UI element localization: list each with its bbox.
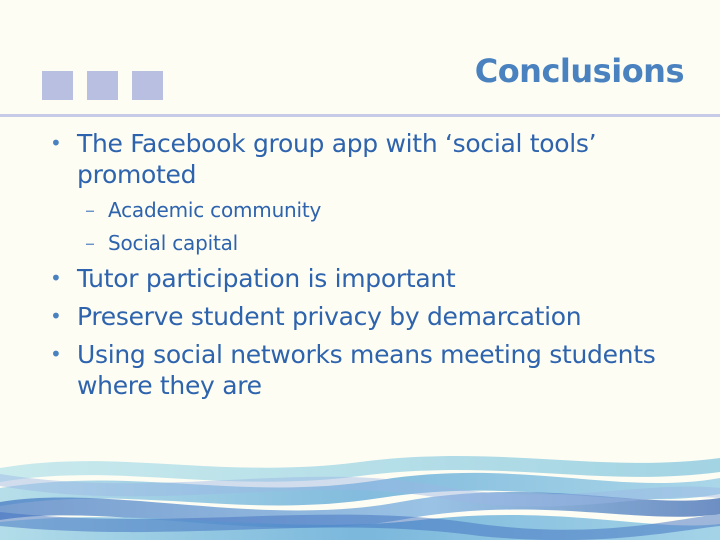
decor-square	[132, 71, 163, 100]
bullet-dot-icon: •	[50, 342, 62, 366]
bullet-list: • The Facebook group app with ‘social to…	[48, 128, 688, 408]
sub-bullet-text: Academic community	[108, 198, 322, 222]
dash-icon: –	[85, 198, 95, 222]
bullet-item: • The Facebook group app with ‘social to…	[48, 128, 688, 190]
wave-band	[0, 474, 720, 507]
sub-bullet-item: – Social capital	[48, 230, 688, 256]
wave-band	[0, 456, 720, 482]
sub-bullet-text: Social capital	[108, 231, 239, 255]
wave-band	[0, 512, 720, 540]
sub-bullet-list: – Academic community – Social capital	[48, 197, 688, 256]
bullet-item: • Preserve student privacy by demarcatio…	[48, 301, 688, 332]
sub-bullet-item: – Academic community	[48, 197, 688, 223]
bullet-text: Using social networks means meeting stud…	[77, 340, 656, 400]
bullet-text: The Facebook group app with ‘social tool…	[77, 129, 597, 189]
bullet-dot-icon: •	[50, 304, 62, 328]
decorative-squares	[42, 71, 163, 100]
slide-title: Conclusions	[474, 52, 685, 90]
bullet-item: • Tutor participation is important	[48, 263, 688, 294]
title-divider	[0, 114, 720, 117]
bullet-text: Tutor participation is important	[77, 264, 456, 293]
decor-square	[42, 71, 73, 100]
wave-band	[0, 472, 720, 506]
bullet-text: Preserve student privacy by demarcation	[77, 302, 582, 331]
bullet-dot-icon: •	[50, 266, 62, 290]
decorative-waves	[0, 456, 720, 540]
dash-icon: –	[85, 231, 95, 255]
bullet-item: • Using social networks means meeting st…	[48, 339, 688, 401]
decor-square	[87, 71, 118, 100]
bullet-dot-icon: •	[50, 131, 62, 155]
